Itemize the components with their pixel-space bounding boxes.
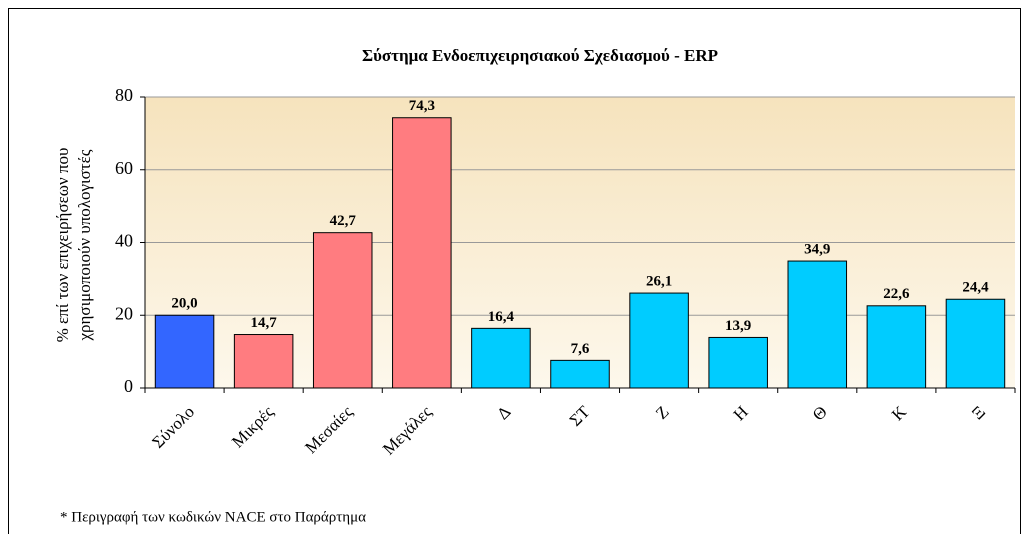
x-tick-label: Σύνολο (148, 402, 198, 452)
bar (233, 334, 294, 389)
y-label-line: % επί των επιχειρήσεων που (53, 148, 72, 343)
x-tick-label: Η (730, 402, 752, 424)
chart-title: Σύστημα Ενδοεπιχειρησιακού Σχεδιασμού - … (362, 46, 718, 65)
bar (945, 298, 1006, 389)
x-tick-label: Ζ (652, 402, 673, 423)
data-label: 26,1 (646, 273, 672, 289)
y-axis-label: % επί των επιχειρήσεων που χρησιμοποιούν… (53, 148, 94, 343)
x-tick-label: Μικρές (228, 402, 277, 451)
data-label: 20,0 (171, 296, 197, 312)
bar (471, 327, 531, 389)
bar (154, 314, 215, 389)
x-tick-label: Μεσαίες (301, 402, 356, 457)
bar (629, 292, 689, 389)
x-tick-label: ΣΤ (566, 402, 594, 430)
y-tick-label: 60 (115, 158, 133, 178)
data-label: 14,7 (251, 315, 278, 331)
y-label-line: χρησιμοποιούν υπολογιστές (75, 149, 94, 341)
bar (787, 260, 848, 389)
y-tick-label: 20 (115, 303, 133, 323)
data-label: 16,4 (488, 309, 515, 325)
data-label: 34,9 (804, 241, 830, 257)
bar (392, 117, 452, 389)
footnote: * Περιγραφή των κωδικών NACE στο Παράρτη… (60, 509, 366, 525)
y-tick-label: 80 (115, 85, 133, 105)
y-tick-label: 0 (124, 376, 133, 396)
bar (866, 305, 927, 389)
x-tick-label: Κ (888, 402, 911, 425)
x-tick-label: Θ (809, 402, 831, 424)
frame (8, 8, 1021, 534)
bar (708, 336, 768, 389)
y-tick-label: 40 (115, 231, 133, 251)
data-label: 13,9 (725, 318, 751, 334)
data-label: 74,3 (409, 98, 435, 114)
x-tick-label: Ξ (968, 402, 989, 423)
data-label: 22,6 (883, 286, 910, 302)
x-tick-label: Μεγάλες (379, 402, 436, 459)
bar (550, 359, 610, 389)
data-label: 7,6 (571, 341, 590, 357)
x-tick-label: Δ (493, 402, 514, 423)
bar (312, 232, 373, 389)
data-label: 42,7 (330, 213, 357, 229)
data-label: 24,4 (962, 280, 989, 296)
